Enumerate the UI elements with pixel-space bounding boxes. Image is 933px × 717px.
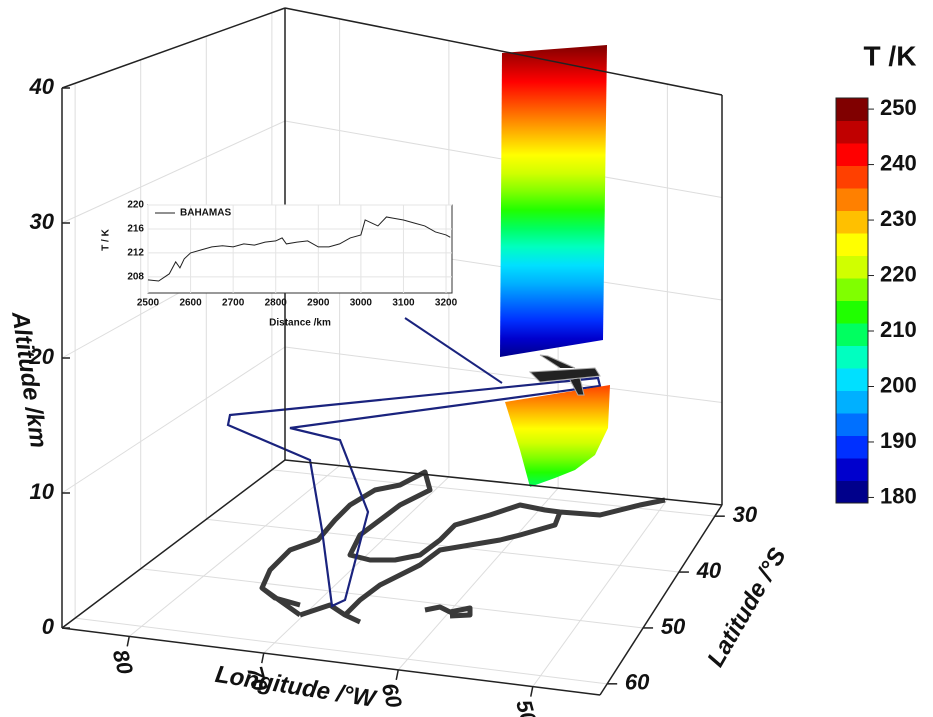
inset-y-label: T / K bbox=[101, 228, 112, 250]
inset-chart: 2500 2600 2700 2800 2900 3000 3100 3200 208 212 21… bbox=[127, 200, 457, 309]
colorbar-tick-label: 220 bbox=[880, 261, 917, 286]
inset-x-tick-label: 3000 bbox=[350, 298, 373, 309]
colorbar-segment bbox=[836, 165, 868, 189]
x-tick-label: 60 bbox=[377, 680, 408, 711]
grid-line bbox=[140, 568, 644, 629]
flight-track bbox=[226, 376, 602, 608]
colorbar-segment bbox=[836, 233, 868, 256]
colorbar-tick-label: 210 bbox=[880, 317, 917, 342]
grid-line bbox=[532, 499, 668, 687]
z-axis-label: Altitude /km bbox=[6, 309, 52, 450]
line bbox=[147, 216, 451, 282]
colorbar-segment bbox=[836, 368, 868, 391]
grid-line bbox=[128, 465, 340, 637]
colorbar-segment bbox=[836, 323, 868, 346]
axis-line bbox=[61, 627, 601, 696]
colorbar-tick-label: 240 bbox=[880, 150, 917, 175]
axis-line bbox=[61, 7, 286, 89]
colorbar-tick-label: 230 bbox=[880, 206, 917, 231]
inset-x-tick-label: 2600 bbox=[179, 298, 202, 309]
colorbar-segment bbox=[836, 300, 868, 324]
colorbar-segment bbox=[836, 435, 868, 459]
axis-line bbox=[61, 459, 286, 629]
lower-curtain bbox=[505, 385, 610, 487]
inset-x-tick-label: 3200 bbox=[435, 298, 458, 309]
colorbar-tick-label: 180 bbox=[880, 483, 917, 508]
colorbar: 180 190 200 210 220 230 240 250 bbox=[835, 95, 917, 508]
colorbar-segment bbox=[836, 255, 868, 279]
z-tick-label: 20 bbox=[29, 344, 55, 369]
colorbar-segment bbox=[836, 120, 868, 144]
grid-line bbox=[284, 346, 723, 403]
inset-x-tick-label: 2900 bbox=[307, 298, 330, 309]
colorbar-title: T /K bbox=[864, 40, 917, 71]
axis-line bbox=[284, 7, 723, 96]
colorbar-segment bbox=[836, 413, 868, 436]
inset-x-label: Distance /km bbox=[269, 318, 331, 329]
z-tick-label: 10 bbox=[30, 479, 55, 504]
tick-mark bbox=[395, 669, 399, 681]
colorbar-segment bbox=[836, 278, 868, 301]
z-tick-label: 0 bbox=[42, 614, 55, 639]
inset-x-tick-label: 3100 bbox=[392, 298, 415, 309]
inset-x-tick-label: 2700 bbox=[222, 298, 245, 309]
colorbar-segment bbox=[836, 188, 868, 211]
grid-line bbox=[397, 487, 559, 671]
colorbar-frame bbox=[835, 97, 869, 504]
tick-mark bbox=[261, 652, 265, 664]
tick-mark bbox=[530, 686, 534, 697]
grid-line bbox=[61, 346, 286, 494]
inset-y-tick-label: 216 bbox=[127, 224, 144, 235]
x-tick-label: 50 bbox=[511, 697, 542, 717]
y-tick-label: 50 bbox=[661, 614, 686, 639]
colorbar-segment bbox=[836, 143, 868, 166]
upper-curtain bbox=[500, 45, 607, 357]
x-axis-label: Longitude /°W bbox=[213, 661, 379, 713]
inset-y-tick-label: 212 bbox=[127, 248, 144, 259]
colorbar-tick-label: 250 bbox=[880, 95, 917, 120]
grid-line bbox=[263, 476, 450, 654]
colorbar-segment bbox=[836, 210, 868, 234]
tick-mark bbox=[126, 636, 130, 647]
inset-connector bbox=[404, 317, 503, 384]
z-tick-label: 30 bbox=[30, 209, 55, 234]
colorbar-segment bbox=[836, 390, 868, 414]
aircraft bbox=[528, 354, 601, 396]
inset-x-tick-label: 2500 bbox=[137, 298, 160, 309]
grid-3d bbox=[61, 7, 723, 687]
axis-line bbox=[599, 504, 723, 696]
z-tick-label: 40 bbox=[29, 74, 55, 99]
grid-line bbox=[75, 617, 608, 685]
colorbar-segment bbox=[836, 345, 868, 369]
grid-line bbox=[206, 518, 679, 573]
inset-y-tick-label: 208 bbox=[127, 271, 144, 282]
colorbar-segment bbox=[836, 458, 868, 481]
grid-line bbox=[61, 120, 286, 224]
inset-y-tick-label: 220 bbox=[127, 200, 144, 211]
colorbar-tick-label: 190 bbox=[880, 428, 917, 453]
y-tick-label: 60 bbox=[625, 670, 650, 695]
coastline bbox=[259, 469, 666, 625]
axis-line bbox=[284, 459, 723, 506]
y-tick-label: 30 bbox=[733, 502, 758, 527]
grid-line bbox=[271, 469, 715, 517]
x-tick-label: 80 bbox=[108, 647, 139, 678]
colorbar-segment bbox=[836, 480, 868, 504]
inset-x-tick-label: 2800 bbox=[265, 298, 288, 309]
legend-label: BAHAMAS bbox=[180, 208, 231, 219]
colorbar-tick-label: 200 bbox=[880, 372, 917, 397]
y-tick-label: 40 bbox=[696, 558, 722, 583]
colorbar-segment bbox=[836, 98, 868, 121]
